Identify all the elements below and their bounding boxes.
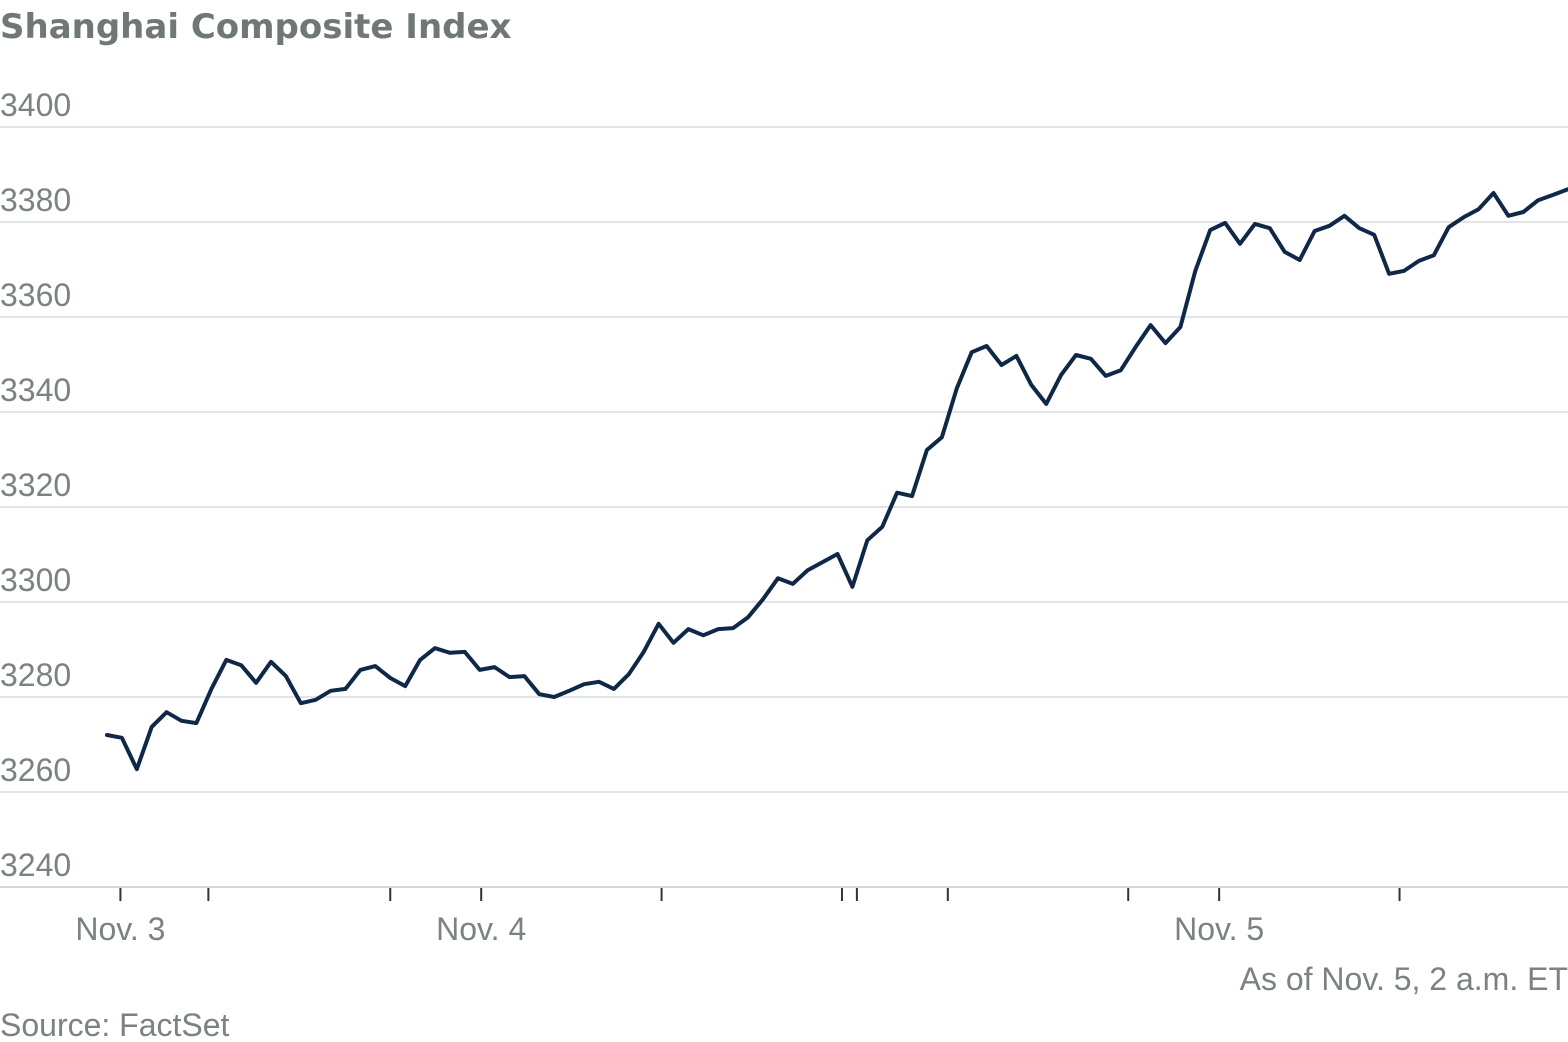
- y-tick-label: 3400: [0, 87, 71, 123]
- x-tick-label: Nov. 4: [436, 911, 526, 947]
- y-tick-label: 3240: [0, 847, 71, 883]
- as-of-note: As of Nov. 5, 2 a.m. ET: [1240, 961, 1568, 997]
- y-axis-labels: 3400 3380 3360 3340 3320 3300 3280 3260 3240: [0, 87, 71, 883]
- y-tick-label: 3320: [0, 467, 71, 503]
- x-axis: Nov. 3 Nov. 4 Nov. 5: [75, 888, 1401, 947]
- source-note: Source: FactSet: [0, 1007, 230, 1042]
- x-tick-label: Nov. 3: [75, 911, 165, 947]
- y-tick-label: 3340: [0, 372, 71, 408]
- y-tick-label: 3260: [0, 752, 71, 788]
- y-tick-label: 3280: [0, 657, 71, 693]
- y-tick-label: 3300: [0, 562, 71, 598]
- y-tick-label: 3360: [0, 277, 71, 313]
- series-line: [105, 187, 1568, 772]
- y-tick-label: 3380: [0, 182, 71, 218]
- chart-title: Shanghai Composite Index: [0, 7, 512, 47]
- x-tick-label: Nov. 5: [1174, 911, 1264, 947]
- gridlines: [0, 126, 1568, 888]
